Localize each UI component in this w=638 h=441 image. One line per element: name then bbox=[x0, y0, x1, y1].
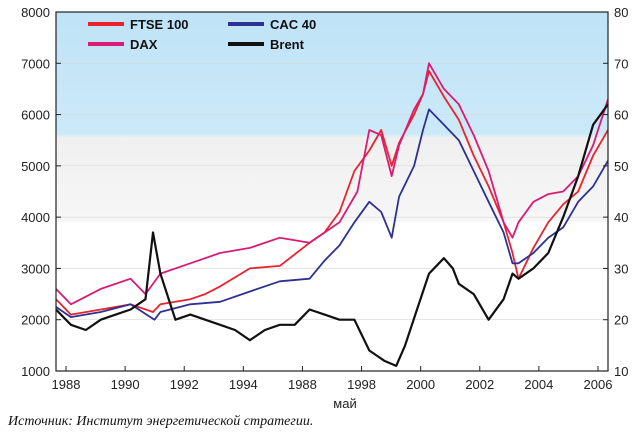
series-line-ftse-100 bbox=[56, 70, 608, 316]
x-tick-label: 1992 bbox=[170, 377, 199, 392]
x-tick-label: 1998 bbox=[347, 377, 376, 392]
right-tick-label: 50 bbox=[614, 159, 628, 174]
x-tick-label: 1994 bbox=[229, 377, 258, 392]
legend-label: FTSE 100 bbox=[130, 17, 189, 32]
left-tick-label: 5000 bbox=[21, 159, 50, 174]
series-line-brent bbox=[56, 103, 608, 367]
x-tick-label: 2004 bbox=[524, 377, 553, 392]
series-line-cac-40 bbox=[56, 108, 608, 321]
left-tick-label: 6000 bbox=[21, 108, 50, 123]
legend-label: CAC 40 bbox=[270, 17, 316, 32]
right-tick-label: 30 bbox=[614, 261, 628, 276]
right-tick-label: 40 bbox=[614, 210, 628, 225]
legend-label: DAX bbox=[130, 37, 158, 52]
right-axis: 10 20 30 40 50 60 70 80 bbox=[603, 5, 628, 379]
x-tick-label: 1990 bbox=[111, 377, 140, 392]
left-tick-label: 2000 bbox=[21, 313, 50, 328]
x-axis-sublabel: май bbox=[333, 396, 356, 411]
plot-frame bbox=[55, 11, 609, 372]
x-axis: 1988 1990 1992 1994 1988 1998 2000 2002 2004 2006 bbox=[52, 366, 613, 392]
right-tick-label: 60 bbox=[614, 108, 628, 123]
legend: FTSE 100 CAC 40 DAX Brent bbox=[88, 17, 316, 52]
series-layer bbox=[56, 62, 608, 367]
legend-label: Brent bbox=[270, 37, 305, 52]
x-tick-label: 2000 bbox=[406, 377, 435, 392]
right-tick-label: 10 bbox=[614, 364, 628, 379]
right-tick-label: 70 bbox=[614, 56, 628, 71]
left-axis: 1000 2000 3000 4000 5000 6000 7000 8000 bbox=[21, 5, 61, 379]
left-tick-label: 1000 bbox=[21, 364, 50, 379]
left-tick-label: 8000 bbox=[21, 5, 50, 20]
x-tick-label: 2002 bbox=[465, 377, 494, 392]
right-tick-label: 20 bbox=[614, 313, 628, 328]
left-tick-label: 7000 bbox=[21, 56, 50, 71]
left-tick-label: 3000 bbox=[21, 261, 50, 276]
x-tick-label: 2006 bbox=[584, 377, 613, 392]
right-tick-label: 80 bbox=[614, 5, 628, 20]
x-tick-label: 1988 bbox=[288, 377, 317, 392]
source-note: Источник: Институт энергетической страте… bbox=[8, 414, 314, 429]
series-line-dax bbox=[56, 62, 608, 306]
x-tick-label: 1988 bbox=[52, 377, 81, 392]
left-tick-label: 4000 bbox=[21, 210, 50, 225]
